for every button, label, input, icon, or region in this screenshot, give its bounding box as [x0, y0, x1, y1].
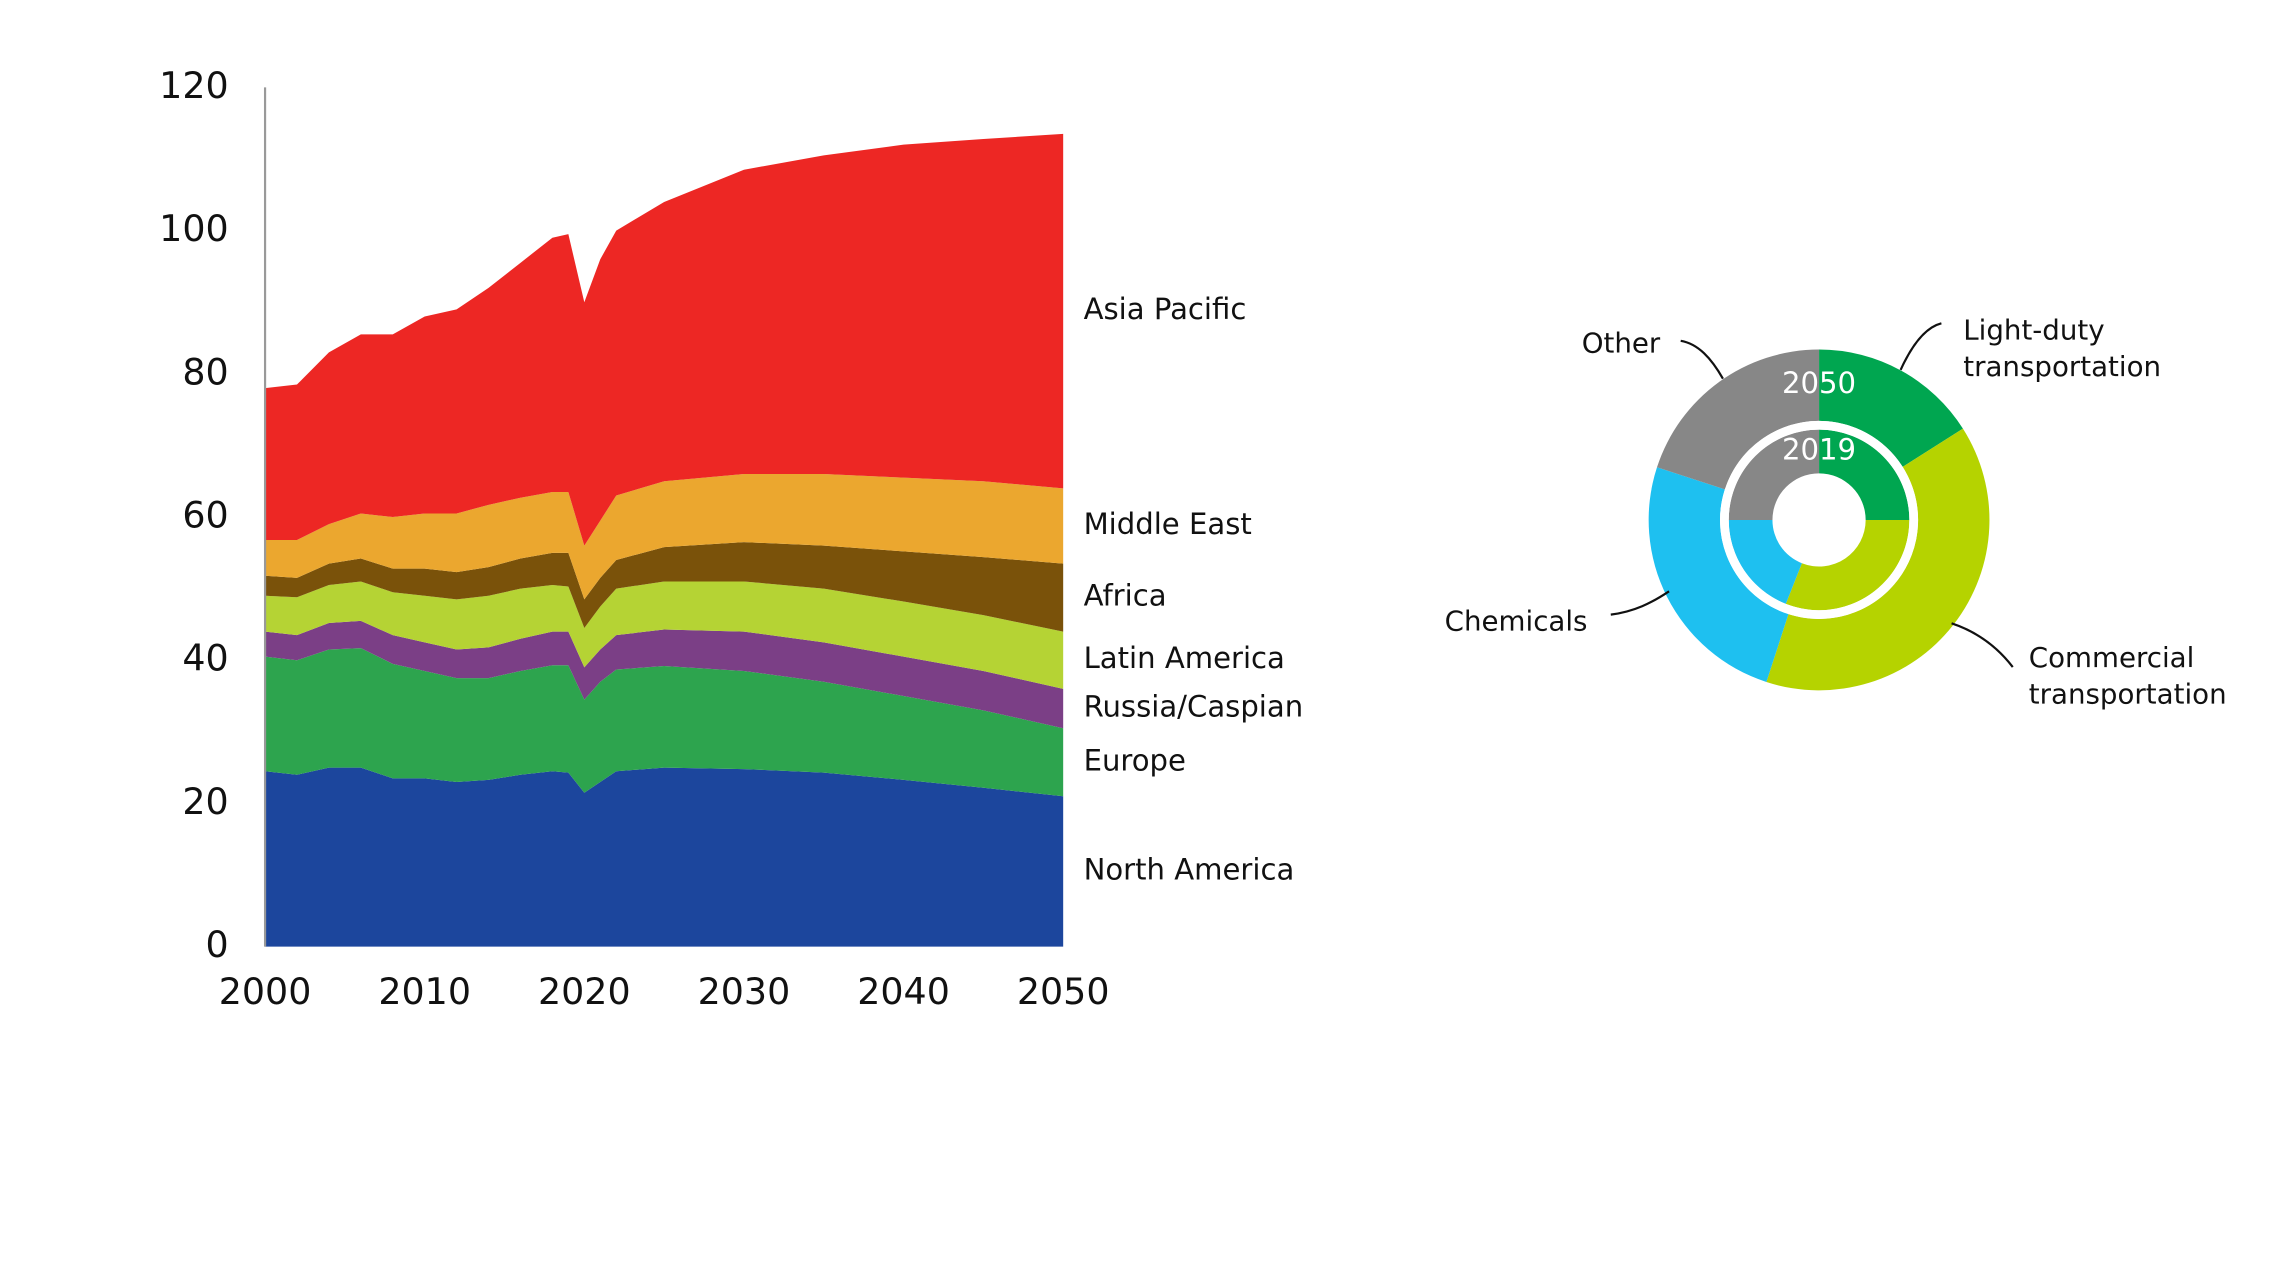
- x-tick-label: 2010: [378, 970, 471, 1013]
- donut-slice: [1819, 349, 1963, 467]
- ring-gap: [1720, 420, 1919, 619]
- x-tick-label: 2050: [1017, 970, 1110, 1013]
- leader-line: [1680, 339, 1724, 380]
- series-label: Europe: [1084, 743, 1186, 777]
- donut-slice: [1819, 429, 1910, 520]
- x-tick-label: 2000: [219, 970, 312, 1013]
- category-label-box: Light-duty transportation: [1963, 314, 2162, 383]
- x-tick-label: 2040: [857, 970, 950, 1013]
- series-label: Asia Pacific: [1084, 292, 1247, 326]
- x-tick-label: 2020: [538, 970, 631, 1013]
- category-label: Other: [1581, 327, 1661, 360]
- donut-slice: [1728, 519, 1802, 604]
- category-label-box: Commercial transportation: [2028, 642, 2227, 711]
- area: [265, 542, 1064, 632]
- category-label: Chemicals: [1444, 605, 1588, 638]
- y-tick-label: 40: [182, 637, 228, 680]
- x-tick-label: 2030: [698, 970, 791, 1013]
- donut-slice: [1766, 428, 1990, 691]
- donut-slice: [1728, 429, 1820, 520]
- series-label: North America: [1084, 852, 1295, 886]
- area: [265, 474, 1064, 600]
- area: [265, 620, 1064, 729]
- y-tick-label: 100: [159, 207, 229, 250]
- series-label: Latin America: [1084, 641, 1285, 675]
- series-label: Russia/Caspian: [1084, 690, 1304, 724]
- donut-slice: [1656, 349, 1820, 490]
- y-tick-label: 0: [205, 923, 228, 966]
- donut-slice: [1785, 519, 1910, 611]
- leader-line: [1899, 322, 1942, 371]
- ring-label: 2050: [1782, 366, 1856, 400]
- area: [265, 133, 1064, 546]
- series-label: Africa: [1084, 579, 1167, 613]
- donut-slice: [1648, 467, 1789, 682]
- y-tick-label: 120: [159, 64, 229, 107]
- series-label: Middle East: [1084, 507, 1252, 541]
- y-tick-label: 80: [182, 350, 228, 393]
- ring-label: 2019: [1782, 432, 1856, 466]
- y-tick-label: 20: [182, 780, 228, 823]
- y-tick-label: 60: [182, 494, 228, 537]
- area: [265, 648, 1064, 797]
- area: [265, 767, 1064, 947]
- category-label-box: Chemicals: [1444, 605, 1588, 638]
- area: [265, 581, 1064, 689]
- category-label: Commercial transportation: [2028, 642, 2227, 711]
- leader-line: [1951, 622, 2014, 668]
- category-label: Light-duty transportation: [1963, 314, 2162, 383]
- category-label-box: Other: [1581, 327, 1661, 360]
- leader-line: [1610, 590, 1670, 616]
